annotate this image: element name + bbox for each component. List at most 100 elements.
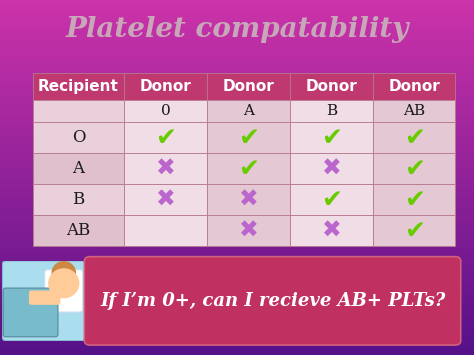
Bar (0, 92, 474, 96)
Bar (0, 167, 474, 170)
Bar (0, 295, 474, 298)
Circle shape (49, 269, 79, 297)
Text: ✔: ✔ (238, 126, 259, 150)
Bar (0, 341, 474, 344)
Bar (0, 50, 474, 53)
Text: ✖: ✖ (155, 157, 175, 181)
Bar (0, 312, 474, 316)
Text: ✖: ✖ (239, 188, 258, 212)
Text: ✖: ✖ (155, 188, 175, 212)
FancyBboxPatch shape (45, 270, 83, 312)
Bar (0, 0, 474, 4)
Text: Donor: Donor (223, 79, 274, 94)
Text: Recipient: Recipient (38, 79, 119, 94)
Bar (0, 89, 474, 92)
Bar (0, 178, 474, 181)
Bar (0, 245, 474, 248)
Text: A: A (243, 104, 254, 118)
Bar (0, 32, 474, 36)
Bar (0, 135, 474, 138)
Bar (0, 25, 474, 28)
Bar (0, 11, 474, 14)
Bar (0, 103, 474, 106)
Text: ✔: ✔ (238, 157, 259, 181)
Bar (0, 138, 474, 142)
Bar (0, 7, 474, 11)
Text: AB: AB (66, 222, 91, 239)
Bar (0, 284, 474, 288)
Bar (0, 291, 474, 295)
Text: B: B (326, 104, 337, 118)
Bar (0, 206, 474, 209)
Bar (0, 348, 474, 351)
Text: ✔: ✔ (404, 157, 425, 181)
Circle shape (52, 262, 75, 284)
Bar (0, 156, 474, 160)
Bar (0, 277, 474, 280)
Bar (0, 234, 474, 238)
Bar (0, 99, 474, 103)
Bar (0, 263, 474, 266)
Bar (0, 57, 474, 60)
Bar (0, 266, 474, 270)
Bar (0, 252, 474, 256)
Text: ✔: ✔ (321, 126, 342, 150)
Text: ✔: ✔ (404, 219, 425, 243)
Bar (0, 209, 474, 213)
Bar (0, 199, 474, 202)
Text: A: A (73, 160, 84, 177)
Bar (0, 320, 474, 323)
Bar (0, 128, 474, 131)
Bar (0, 334, 474, 337)
FancyBboxPatch shape (3, 288, 58, 337)
Bar (0, 28, 474, 32)
Text: O: O (72, 129, 85, 146)
Bar (0, 288, 474, 291)
Bar (0, 344, 474, 348)
Bar (0, 305, 474, 309)
Bar (0, 327, 474, 330)
Bar (0, 82, 474, 85)
Bar (0, 43, 474, 46)
Bar (0, 121, 474, 124)
FancyBboxPatch shape (2, 261, 85, 341)
Bar (0, 309, 474, 312)
Bar (0, 185, 474, 188)
Text: ✔: ✔ (321, 188, 342, 212)
Bar (0, 270, 474, 273)
Bar (0, 248, 474, 252)
Bar (0, 146, 474, 149)
Bar (0, 224, 474, 227)
Text: ✖: ✖ (322, 219, 342, 243)
Bar (0, 302, 474, 305)
Text: AB: AB (403, 104, 425, 118)
Bar (0, 117, 474, 121)
Bar (0, 85, 474, 89)
Bar (0, 273, 474, 277)
Bar (0, 14, 474, 18)
Bar (0, 316, 474, 320)
Bar (0, 195, 474, 199)
Bar (0, 160, 474, 163)
Bar (0, 213, 474, 217)
Text: ✔: ✔ (404, 126, 425, 150)
Bar (0, 330, 474, 334)
Bar (0, 142, 474, 146)
Bar (0, 106, 474, 110)
Bar (0, 36, 474, 39)
Text: ✖: ✖ (239, 219, 258, 243)
Text: ✔: ✔ (404, 188, 425, 212)
Bar (0, 256, 474, 259)
Bar (0, 21, 474, 25)
Bar (0, 188, 474, 192)
Bar (0, 174, 474, 178)
Bar (0, 53, 474, 57)
Bar (0, 110, 474, 114)
Bar (0, 337, 474, 341)
Bar (0, 96, 474, 99)
Bar (0, 351, 474, 355)
Text: ✖: ✖ (322, 157, 342, 181)
Text: B: B (73, 191, 85, 208)
Bar (0, 241, 474, 245)
Bar (0, 4, 474, 7)
